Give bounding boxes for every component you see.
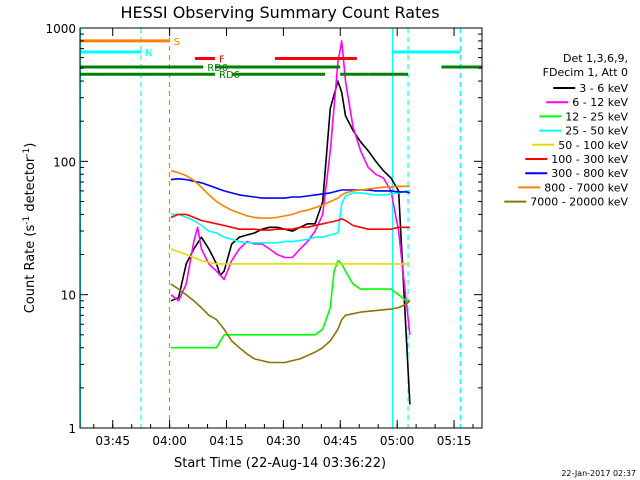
flag-label-f: F [219, 55, 225, 66]
flag-label-rd0: RD0 [207, 63, 228, 74]
flag-label-rd6: RD6 [219, 70, 240, 81]
plot-frame [79, 27, 483, 429]
series-line-100-300-kev [170, 213, 410, 231]
x-tick-label: 03:45 [95, 434, 130, 448]
legend-entry-label: 12 - 25 keV [565, 110, 628, 123]
flag-label-n: N [145, 48, 152, 59]
y-axis-label: Count Rate (s-1 detector-1) [22, 143, 38, 314]
render-timestamp: 22-Jan-2017 02:37 [561, 469, 636, 478]
x-tick-label: 05:00 [380, 434, 415, 448]
legend-entry-label: 6 - 12 keV [572, 96, 628, 109]
legend-entry-label: 3 - 6 keV [579, 82, 628, 95]
x-tick-label: 04:15 [209, 434, 244, 448]
legend-entry-label: 100 - 300 keV [551, 153, 628, 166]
legend-entry-label: 800 - 7000 keV [544, 181, 628, 194]
plot-series [170, 40, 411, 405]
series-line-25-50-kev [171, 190, 410, 244]
y-tick-label: 1 [68, 422, 76, 436]
y-tick-label: 1000 [45, 22, 76, 36]
legend-entry-label: 50 - 100 keV [558, 139, 628, 152]
series-line-3-6-kev [170, 80, 411, 405]
x-tick-label: 05:15 [437, 434, 472, 448]
legend-entry-label: 25 - 50 keV [565, 125, 628, 138]
series-line-300-800-kev [170, 178, 411, 199]
x-tick-label: 04:00 [152, 434, 187, 448]
legend-header: Det 1,3,6,9, [563, 52, 628, 65]
y-tick-label: 100 [53, 155, 76, 169]
legend-entry-label: 300 - 800 keV [551, 167, 628, 180]
legend-entry-label: 7000 - 20000 keV [530, 196, 628, 209]
x-axis-label: Start Time (22-Aug-14 03:36:22) [174, 456, 386, 471]
series-line-50-100-kev [170, 248, 410, 265]
series-line-800-7000-kev [170, 169, 410, 219]
flag-label-s: S [174, 37, 180, 48]
axes: 03:45 04:00 04:15 04:30 04:45 05:00 05:15 1 10 10… [45, 22, 482, 448]
series-line-12-25-kev [171, 259, 410, 349]
y-tick-label: 10 [61, 289, 76, 303]
series-line-7000-20000-kev [170, 283, 411, 364]
x-tick-label: 04:30 [266, 434, 301, 448]
chart-title: HESSI Observing Summary Count Rates [120, 3, 439, 22]
legend-header: FDecim 1, Att 0 [543, 66, 628, 79]
x-tick-label: 04:45 [323, 434, 358, 448]
